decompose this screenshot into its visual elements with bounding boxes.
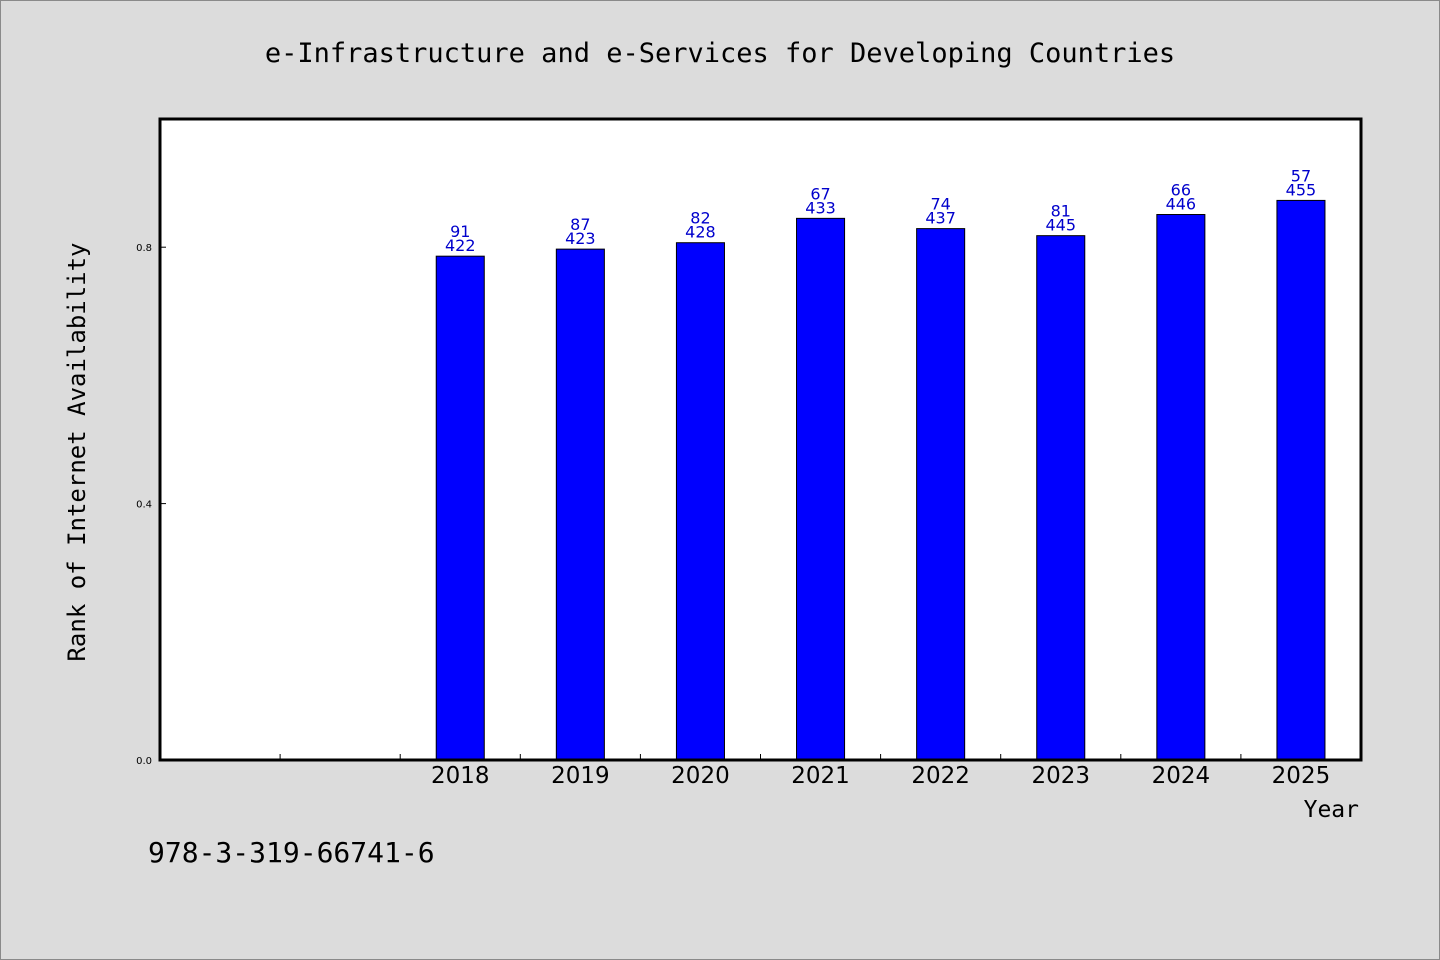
data-label-bottom-2025: 455 [1286, 180, 1317, 199]
data-label-top-2019: 87 [570, 215, 590, 234]
bar-2022 [916, 228, 966, 761]
data-label-bottom-2018: 422 [445, 236, 476, 255]
data-label-bottom-2020: 428 [685, 223, 716, 242]
bar-2021 [796, 217, 846, 761]
x-tick-label-2023: 2023 [1031, 763, 1090, 789]
data-label-top-2024: 66 [1171, 181, 1191, 200]
data-label-top-2021: 67 [810, 184, 830, 203]
isbn-footer: 978-3-319-66741-6 [148, 836, 435, 869]
y-tick-label: 0.4 [136, 500, 152, 511]
x-tick-label-2021: 2021 [791, 763, 850, 789]
x-axis-label: Year [1304, 797, 1359, 823]
bar-2023 [1036, 235, 1086, 761]
x-tick-label-2020: 2020 [671, 763, 730, 789]
data-label-bottom-2024: 446 [1166, 195, 1197, 214]
data-label-top-2022: 74 [930, 195, 950, 214]
chart-title: e-Infrastructure and e-Services for Deve… [265, 38, 1175, 69]
bar-2024 [1156, 214, 1206, 761]
data-label-top-2023: 81 [1051, 202, 1071, 221]
data-label-top-2020: 82 [690, 209, 710, 228]
x-tick-label-2019: 2019 [551, 763, 610, 789]
data-label-top-2025: 57 [1291, 166, 1311, 185]
data-label-bottom-2019: 423 [565, 229, 596, 248]
bar-2020 [675, 242, 725, 761]
plot-border [158, 117, 1363, 762]
data-label-bottom-2021: 433 [805, 198, 836, 217]
data-label-bottom-2022: 437 [925, 209, 956, 228]
y-axis-label: Rank of Internet Availability [63, 242, 91, 661]
x-tick-label-2024: 2024 [1152, 763, 1211, 789]
data-label-top-2018: 91 [450, 222, 470, 241]
bar-2018 [435, 255, 485, 761]
x-tick-label-2025: 2025 [1272, 763, 1331, 789]
x-tick-label-2018: 2018 [431, 763, 490, 789]
data-label-bottom-2023: 445 [1045, 216, 1076, 235]
y-tick-label: 0.0 [136, 756, 152, 767]
bar-2019 [555, 248, 605, 761]
x-tick-label-2022: 2022 [911, 763, 970, 789]
bar-2025 [1276, 199, 1326, 761]
y-tick-label: 0.8 [136, 243, 152, 254]
bars-layer [435, 199, 1326, 761]
